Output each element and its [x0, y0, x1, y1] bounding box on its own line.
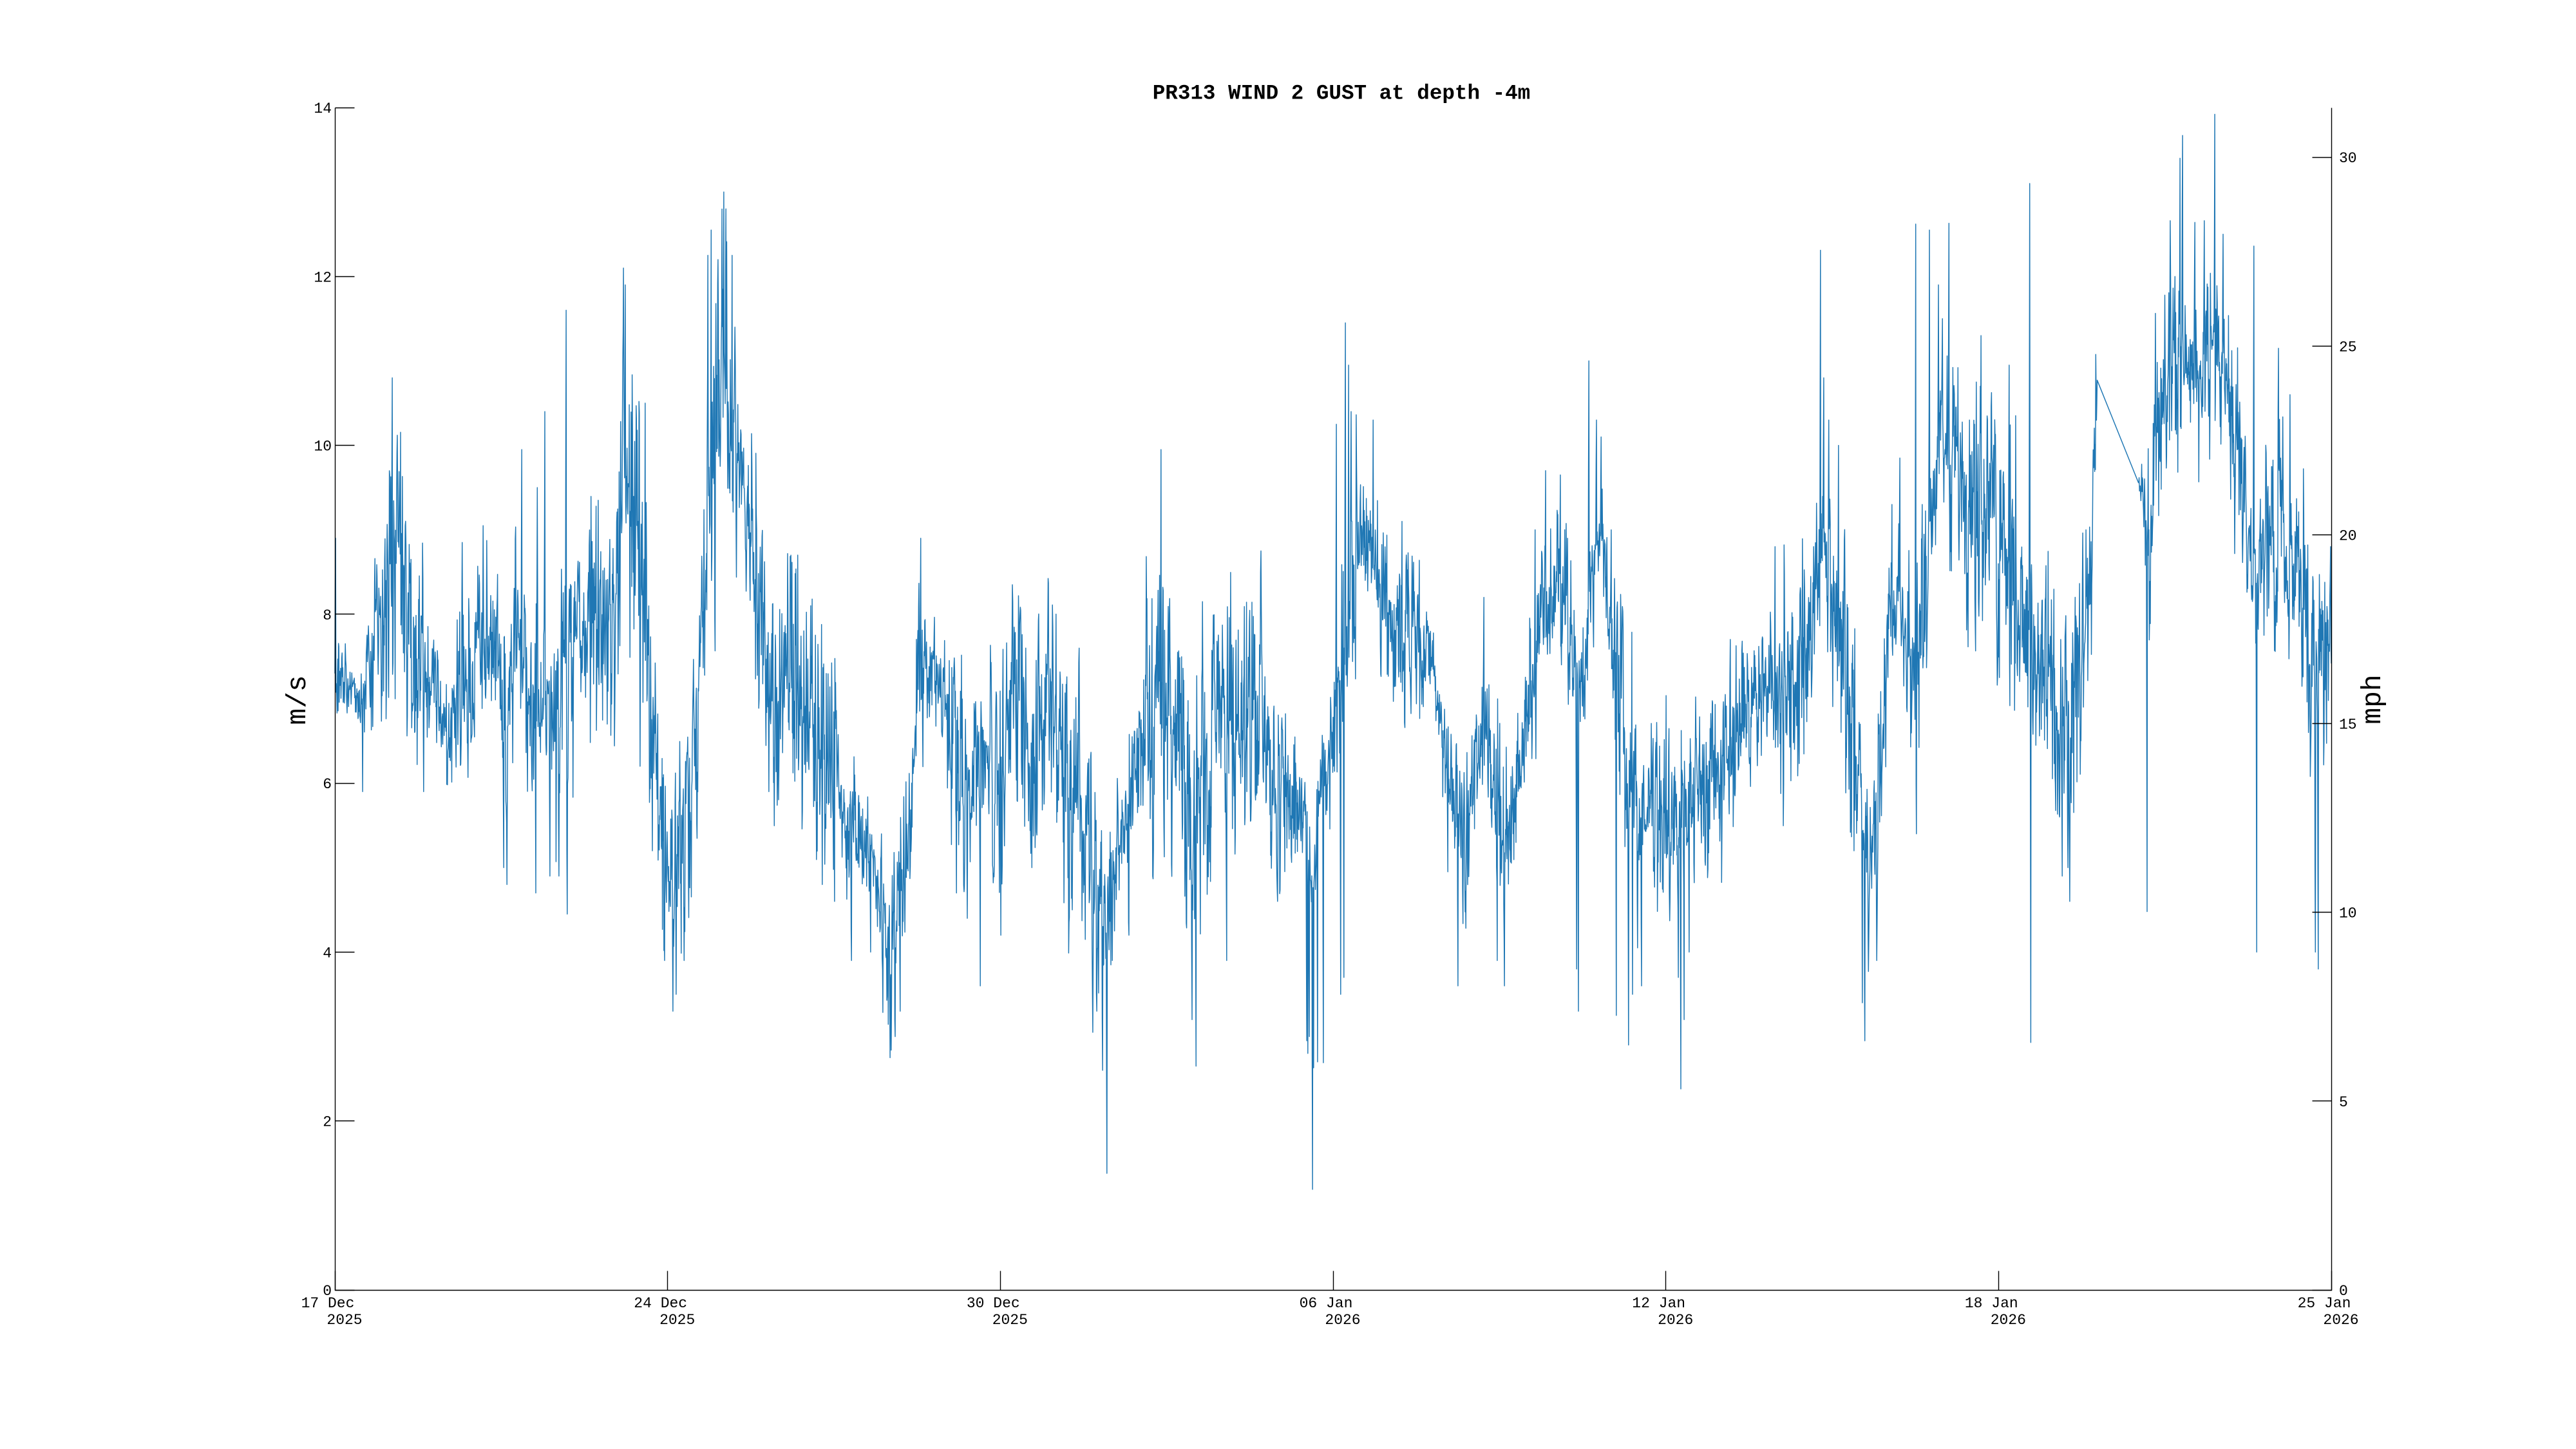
svg-text:4: 4	[323, 945, 332, 961]
svg-text:2: 2	[323, 1114, 332, 1131]
svg-text:5: 5	[2339, 1094, 2348, 1111]
svg-text:m/s: m/s	[282, 675, 314, 724]
svg-text:2026: 2026	[1658, 1312, 1693, 1329]
svg-text:2026: 2026	[1991, 1312, 2026, 1329]
svg-text:12 Jan: 12 Jan	[1632, 1295, 1685, 1312]
svg-text:2025: 2025	[659, 1312, 695, 1329]
svg-text:30: 30	[2339, 150, 2357, 167]
svg-text:2026: 2026	[2323, 1312, 2358, 1329]
svg-text:mph: mph	[2357, 674, 2389, 724]
svg-text:12: 12	[314, 269, 332, 286]
svg-text:25: 25	[2339, 339, 2357, 355]
svg-text:18 Jan: 18 Jan	[1965, 1295, 2018, 1312]
svg-text:30 Dec: 30 Dec	[967, 1295, 1020, 1312]
svg-text:25 Jan: 25 Jan	[2298, 1295, 2351, 1312]
svg-text:15: 15	[2339, 717, 2357, 734]
svg-text:2026: 2026	[1325, 1312, 1360, 1329]
svg-text:17 Dec: 17 Dec	[301, 1295, 355, 1312]
svg-text:2025: 2025	[992, 1312, 1028, 1329]
svg-text:14: 14	[314, 100, 332, 117]
svg-text:6: 6	[323, 776, 332, 793]
svg-text:PR313 WIND 2 GUST at depth -4m: PR313 WIND 2 GUST at depth -4m	[1153, 82, 1531, 106]
svg-text:0: 0	[323, 1283, 332, 1300]
svg-text:0: 0	[2339, 1283, 2348, 1300]
svg-text:8: 8	[323, 607, 332, 624]
svg-text:2025: 2025	[327, 1312, 362, 1329]
svg-text:20: 20	[2339, 528, 2357, 545]
svg-text:10: 10	[314, 439, 332, 455]
svg-text:24 Dec: 24 Dec	[634, 1295, 687, 1312]
svg-text:10: 10	[2339, 905, 2357, 922]
svg-text:06 Jan: 06 Jan	[1300, 1295, 1353, 1312]
